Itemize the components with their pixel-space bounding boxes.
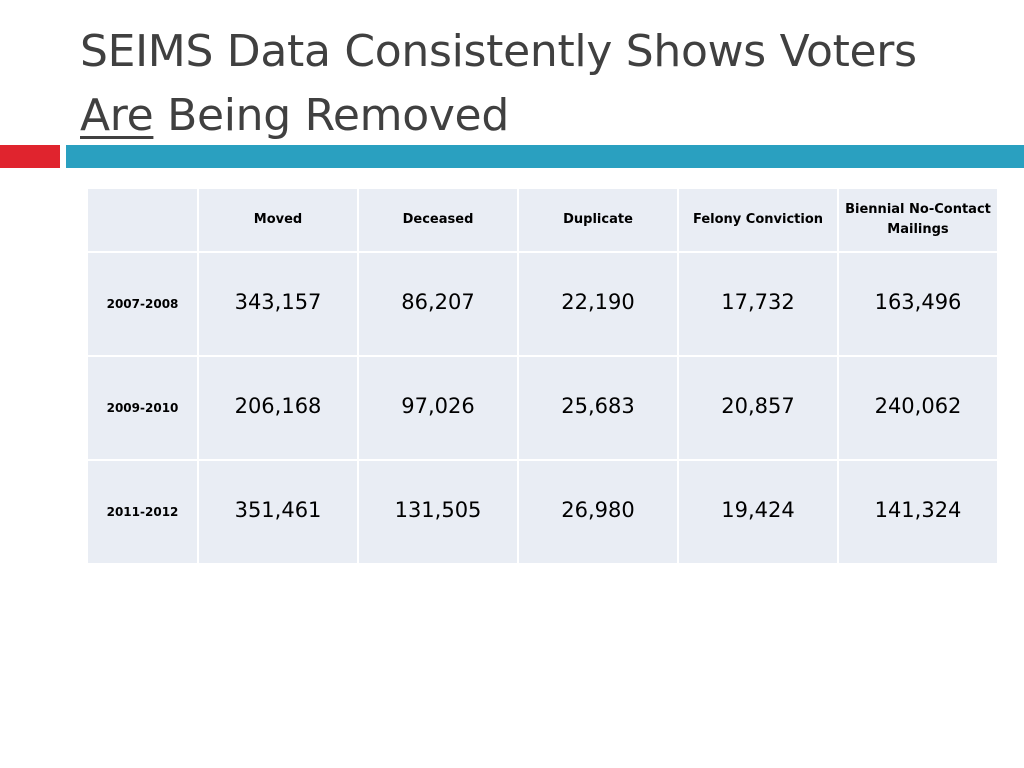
cell-deceased: 131,505 bbox=[357, 459, 519, 565]
cell-deceased: 97,026 bbox=[357, 355, 519, 461]
cell-duplicate: 22,190 bbox=[517, 251, 679, 357]
data-table-container: Moved Deceased Duplicate Felony Convicti… bbox=[86, 187, 999, 565]
cell-moved: 206,168 bbox=[197, 355, 359, 461]
cell-felony-conviction: 17,732 bbox=[677, 251, 839, 357]
cell-felony-conviction: 20,857 bbox=[677, 355, 839, 461]
title-line-2-rest: Being Removed bbox=[153, 90, 509, 141]
slide-title: SEIMS Data Consistently Shows Voters Are… bbox=[80, 20, 1000, 148]
table-row: 2007-2008 343,157 86,207 22,190 17,732 1… bbox=[86, 251, 999, 357]
header-cell-moved: Moved bbox=[197, 187, 359, 253]
row-label: 2011-2012 bbox=[86, 459, 199, 565]
table-row: 2011-2012 351,461 131,505 26,980 19,424 … bbox=[86, 459, 999, 565]
title-line-1: SEIMS Data Consistently Shows Voters bbox=[80, 26, 917, 77]
cell-deceased: 86,207 bbox=[357, 251, 519, 357]
title-line-2: Are Being Removed bbox=[80, 84, 1000, 148]
row-label: 2009-2010 bbox=[86, 355, 199, 461]
cell-moved: 343,157 bbox=[197, 251, 359, 357]
row-label: 2007-2008 bbox=[86, 251, 199, 357]
cell-felony-conviction: 19,424 bbox=[677, 459, 839, 565]
title-underlined-word: Are bbox=[80, 90, 154, 141]
cell-moved: 351,461 bbox=[197, 459, 359, 565]
accent-bar-blue bbox=[66, 145, 1024, 168]
cell-biennial-mailings: 163,496 bbox=[837, 251, 999, 357]
header-cell-felony-conviction: Felony Conviction bbox=[677, 187, 839, 253]
accent-bar-red bbox=[0, 145, 60, 168]
table-row: 2009-2010 206,168 97,026 25,683 20,857 2… bbox=[86, 355, 999, 461]
cell-biennial-mailings: 141,324 bbox=[837, 459, 999, 565]
cell-biennial-mailings: 240,062 bbox=[837, 355, 999, 461]
cell-duplicate: 26,980 bbox=[517, 459, 679, 565]
header-cell-empty bbox=[86, 187, 199, 253]
voter-removal-table: Moved Deceased Duplicate Felony Convicti… bbox=[86, 187, 999, 565]
header-cell-deceased: Deceased bbox=[357, 187, 519, 253]
header-cell-duplicate: Duplicate bbox=[517, 187, 679, 253]
header-cell-biennial-mailings: Biennial No-Contact Mailings bbox=[837, 187, 999, 253]
cell-duplicate: 25,683 bbox=[517, 355, 679, 461]
table-header-row: Moved Deceased Duplicate Felony Convicti… bbox=[86, 187, 999, 253]
